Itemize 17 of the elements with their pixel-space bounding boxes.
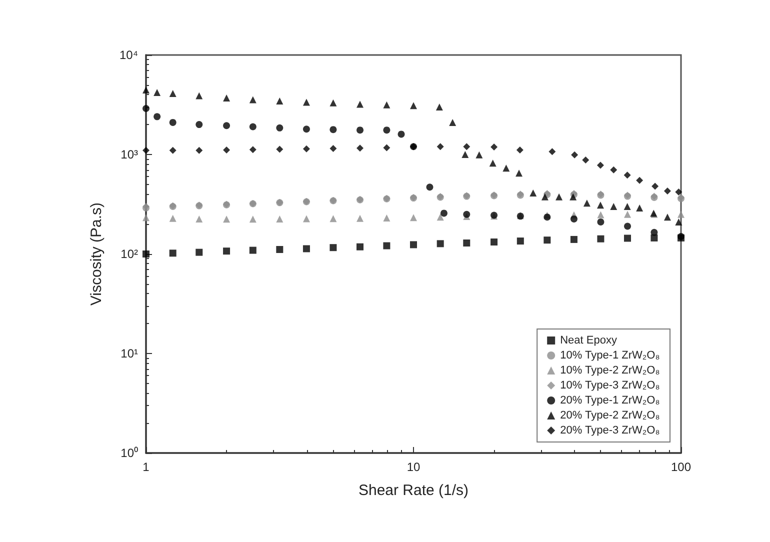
legend-label: Neat Epoxy [560, 334, 618, 346]
y-tick-label: 10² [120, 247, 138, 261]
x-tick-label: 100 [670, 460, 692, 474]
x-tick-label: 1 [142, 460, 150, 474]
y-axis-title: Viscosity (Pa.s) [88, 202, 105, 306]
legend-label: 10% Type-1 ZrW₂O₈ [560, 350, 660, 362]
legend-label: 10% Type-2 ZrW₂O₈ [560, 364, 660, 376]
legend-label: 20% Type-3 ZrW₂O₈ [560, 424, 660, 436]
y-tick-label: 10⁰ [120, 446, 138, 460]
x-tick-label: 10 [406, 460, 420, 474]
legend-label: 20% Type-2 ZrW₂O₈ [560, 410, 660, 422]
y-tick-label: 10⁴ [119, 48, 138, 62]
y-tick-label: 10³ [120, 148, 138, 162]
legend-label: 20% Type-1 ZrW₂O₈ [560, 394, 660, 406]
y-tick-label: 10¹ [120, 346, 138, 360]
legend-label: 10% Type-3 ZrW₂O₈ [560, 380, 660, 392]
x-axis-title: Shear Rate (1/s) [358, 482, 469, 499]
